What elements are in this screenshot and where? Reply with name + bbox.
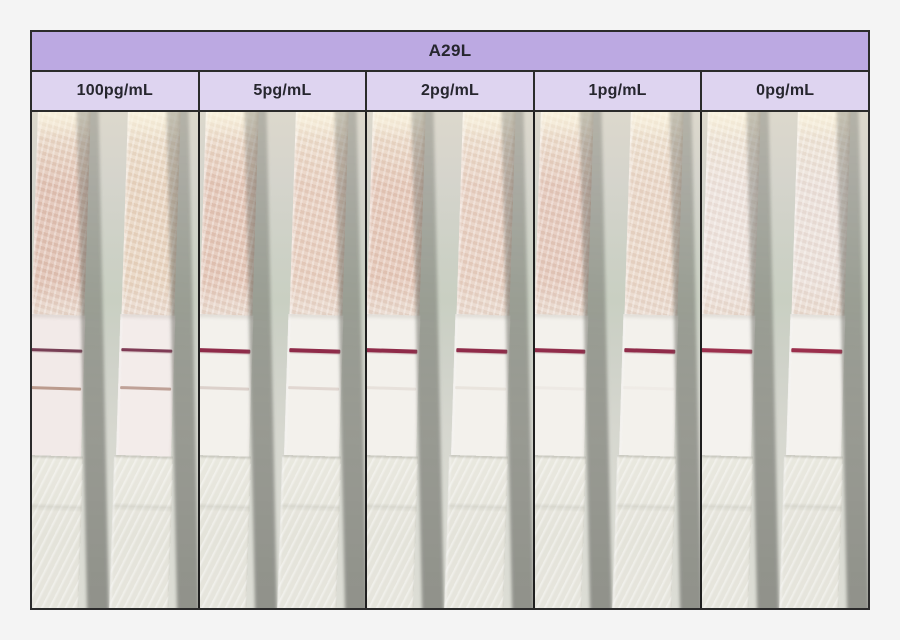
test-line (120, 385, 172, 391)
absorbent-pad (534, 454, 586, 608)
test-strip (444, 112, 517, 608)
absorbent-pad (32, 454, 84, 608)
sample-pad (534, 112, 594, 318)
test-line (199, 385, 249, 391)
control-line (624, 348, 676, 354)
absorbent-pad (276, 454, 341, 608)
strip-photo (32, 112, 868, 608)
assay-table: A29L 100pg/mL 5pg/mL 2pg/mL 1pg/mL 0pg/mL (30, 30, 870, 610)
absorbent-pad (367, 454, 419, 608)
sample-pad (456, 112, 517, 318)
test-line (287, 385, 339, 391)
test-strip (199, 112, 259, 608)
absorbent-pad (779, 454, 844, 608)
test-line (367, 385, 417, 391)
absorbent-pad (702, 454, 754, 608)
column-label: 2pg/mL (365, 72, 533, 110)
photo-column (532, 112, 701, 608)
membrane (367, 313, 421, 460)
absorbent-pad (199, 454, 251, 608)
control-line (367, 348, 418, 354)
concentration-row: 100pg/mL 5pg/mL 2pg/mL 1pg/mL 0pg/mL (32, 72, 868, 112)
test-strip (367, 112, 427, 608)
membrane (786, 313, 846, 460)
control-line (456, 348, 508, 354)
test-strip (702, 112, 762, 608)
absorbent-pad (611, 454, 676, 608)
test-line (32, 385, 82, 391)
control-line (121, 348, 173, 353)
sample-pad (199, 112, 259, 318)
control-line (288, 348, 340, 354)
control-line (791, 348, 843, 354)
membrane (199, 313, 254, 460)
membrane (115, 313, 176, 460)
photo-column (197, 112, 366, 608)
control-line (702, 348, 753, 354)
membrane (702, 313, 756, 460)
membrane (451, 313, 511, 460)
sample-pad (32, 112, 91, 318)
sample-pad (288, 112, 349, 318)
absorbent-pad (108, 454, 174, 608)
column-label: 5pg/mL (197, 72, 366, 110)
membrane (618, 313, 679, 460)
sample-pad (791, 112, 852, 318)
sample-pad (367, 112, 427, 318)
membrane (534, 313, 589, 460)
column-label: 100pg/mL (76, 82, 153, 99)
test-strip (611, 112, 684, 608)
photo-column (365, 112, 533, 608)
column-label: 1pg/mL (532, 72, 701, 110)
test-line (622, 385, 674, 391)
sample-pad (121, 112, 181, 318)
control-line (32, 348, 83, 353)
sample-pad (624, 112, 684, 318)
absorbent-pad (444, 454, 509, 608)
control-line (534, 348, 586, 354)
test-strip (534, 112, 594, 608)
membrane (283, 313, 344, 460)
test-line (455, 385, 507, 391)
assay-title: A29L (32, 32, 868, 72)
test-line (534, 385, 584, 391)
control-line (199, 348, 250, 354)
photo-column (700, 112, 868, 608)
membrane (32, 313, 86, 460)
column-label: 0pg/mL (700, 72, 868, 110)
test-strip (108, 112, 181, 608)
photo-column (32, 112, 198, 608)
test-strip (779, 112, 852, 608)
sample-pad (702, 112, 762, 318)
test-strip (32, 112, 91, 608)
test-strip (276, 112, 349, 608)
